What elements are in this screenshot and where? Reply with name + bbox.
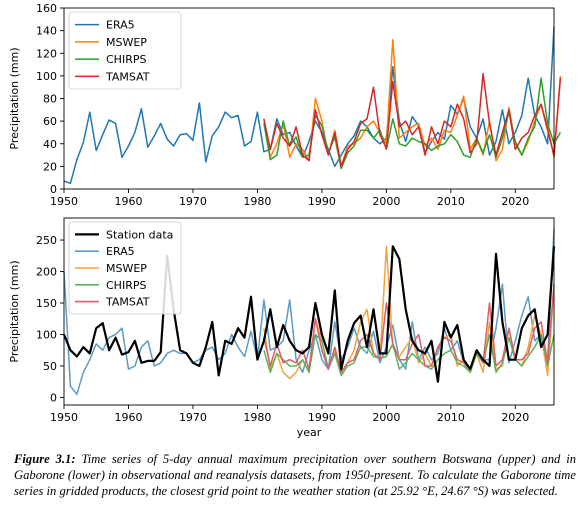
panel2-legend-box bbox=[68, 221, 182, 315]
panel2-axes-frame bbox=[63, 217, 555, 406]
panel2-series-line-chirps bbox=[263, 333, 555, 377]
panel1-y-tick-label: 0 bbox=[50, 183, 57, 196]
panel1-y-tick-label: 80 bbox=[43, 93, 57, 106]
panel2-y-tick-label: 200 bbox=[36, 266, 57, 279]
panel2-legend-entry: Station data bbox=[106, 228, 173, 241]
panel2-legend-entry: ERA5 bbox=[106, 245, 135, 258]
caption-label: Figure 3.1: bbox=[14, 452, 76, 466]
panel2-y-tick-label: 100 bbox=[36, 328, 57, 341]
panel2-x-tick-label: 2000 bbox=[372, 411, 400, 424]
panel1-y-tick-label: 40 bbox=[43, 138, 57, 151]
panel2-legend-entry: MSWEP bbox=[106, 262, 147, 275]
panel1-y-tick-label: 160 bbox=[36, 2, 57, 15]
panel2-y-tick-label: 50 bbox=[43, 360, 57, 373]
panel2-x-tick-label: 1950 bbox=[50, 411, 78, 424]
panel2-legend-entry: TAMSAT bbox=[105, 296, 150, 309]
panel1-x-tick-label: 1990 bbox=[308, 195, 336, 208]
panel1-x-tick-label: 1950 bbox=[50, 195, 78, 208]
panel1-y-tick-label: 120 bbox=[36, 47, 57, 60]
panel2-x-axis-label: year bbox=[297, 426, 322, 439]
panel1-x-tick-label: 1960 bbox=[114, 195, 142, 208]
panel2-y-tick-label: 0 bbox=[50, 391, 57, 404]
panel2-legend-entry: CHIRPS bbox=[106, 279, 146, 292]
panel2-x-tick-label: 2010 bbox=[437, 411, 465, 424]
panel1-legend-entry: ERA5 bbox=[106, 19, 135, 32]
panel1-legend-entry: TAMSAT bbox=[105, 70, 150, 83]
figure: 1950 1960 1970 1980 1990 2000 2010 202002040608… bbox=[8, 2, 562, 439]
panel1-series-line-tamsat bbox=[263, 72, 562, 168]
panel1-x-tick-label: 1980 bbox=[243, 195, 271, 208]
panel1-legend-entry: CHIRPS bbox=[106, 53, 146, 66]
panel1-x-tick-label: 2000 bbox=[372, 195, 400, 208]
panel1-x-tick-label: 2010 bbox=[437, 195, 465, 208]
panel1-y-axis-label: Precipitation (mm) bbox=[8, 47, 21, 149]
panel1-legend-entry: MSWEP bbox=[106, 36, 147, 49]
caption-text: Time series of 5-day annual maximum prec… bbox=[14, 452, 577, 498]
panel1-y-tick-label: 60 bbox=[43, 115, 57, 128]
panel2-x-tick-label: 2020 bbox=[501, 411, 529, 424]
lower-panel-precipitation-gaborone: 1950 1960 1970 1980 1990 2000 2010 2020 0 50 100 15… bbox=[8, 217, 556, 439]
panel1-x-tick-label: 1970 bbox=[179, 195, 207, 208]
panel2-y-tick-label: 150 bbox=[36, 297, 57, 310]
panel2-x-tick-label: 1970 bbox=[179, 411, 207, 424]
panel2-y-axis-label: Precipitation (mm) bbox=[8, 260, 21, 362]
panel2-y-tick-label: 250 bbox=[36, 234, 57, 247]
panel1-legend-box bbox=[68, 11, 182, 90]
panel2-legend: Station data ERA5 MSWEP CHIRPS TAMSAT bbox=[68, 221, 182, 315]
panel2-x-tick-label: 1980 bbox=[243, 411, 271, 424]
panel2-series-line-station-data bbox=[62, 245, 556, 383]
panel1-series-line-era5 bbox=[63, 27, 555, 185]
panel1-y-tick-label: 140 bbox=[36, 25, 57, 38]
panel1-x-tick-label: 2020 bbox=[501, 195, 529, 208]
upper-panel-precipitation-southern-botswana: 1950 1960 1970 1980 1990 2000 2010 2020 0 20 40 60 8… bbox=[8, 2, 562, 208]
panel1-y-tick-label: 100 bbox=[36, 70, 57, 83]
panel1-y-tick-label: 20 bbox=[43, 160, 57, 173]
panel1-legend: ERA5 MSWEP CHIRPS TAMSAT bbox=[68, 11, 182, 90]
figure-caption: Figure 3.1: Time series of 5-day annual … bbox=[14, 451, 576, 499]
panel2-x-tick-label: 1960 bbox=[114, 411, 142, 424]
panel2-x-tick-label: 1990 bbox=[308, 411, 336, 424]
